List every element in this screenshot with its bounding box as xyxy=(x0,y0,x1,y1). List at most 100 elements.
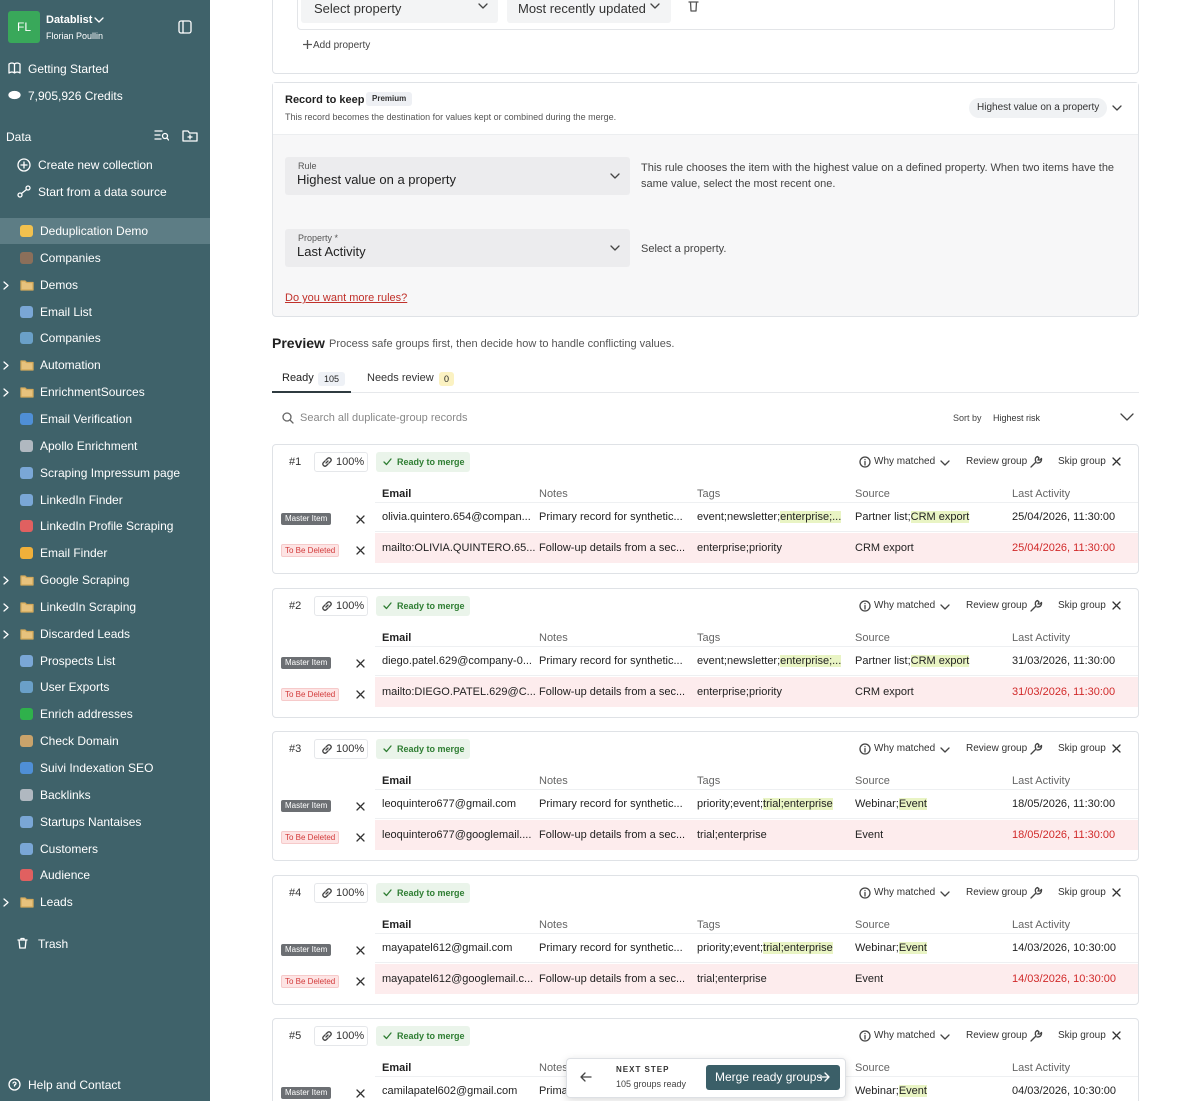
why-matched[interactable]: Why matched xyxy=(874,743,936,754)
strategy-pill[interactable]: Highest value on a property xyxy=(969,98,1108,118)
help-link[interactable]: Help and Contact xyxy=(28,1078,121,1092)
collection-link[interactable]: Suivi Indexation SEO xyxy=(40,761,154,775)
expand-chevron[interactable] xyxy=(3,388,9,397)
close-icon[interactable] xyxy=(356,1089,365,1098)
tab[interactable]: Needs review xyxy=(367,372,434,384)
rule-field[interactable] xyxy=(285,157,630,195)
search-list-icon[interactable] xyxy=(154,129,169,142)
collection-link[interactable]: User Exports xyxy=(40,680,110,695)
expand-chevron[interactable] xyxy=(3,898,9,907)
delete-icon[interactable] xyxy=(688,0,699,12)
collection-link[interactable]: Companies xyxy=(40,250,101,265)
close-icon[interactable] xyxy=(1112,1031,1121,1040)
property-select[interactable] xyxy=(301,0,498,23)
why-matched[interactable]: Why matched xyxy=(874,456,936,467)
tab[interactable]: Ready xyxy=(282,372,314,384)
close-icon[interactable] xyxy=(356,976,365,986)
expand-chevron[interactable] xyxy=(3,576,9,585)
collapse-icon[interactable] xyxy=(178,20,192,34)
column-header: Email xyxy=(382,488,412,500)
close-icon[interactable] xyxy=(356,515,365,524)
review-group[interactable]: Review group xyxy=(966,599,1028,611)
skip-group[interactable]: Skip group xyxy=(1058,743,1106,754)
skip-group[interactable]: Skip group xyxy=(1058,456,1106,467)
sort-chevron[interactable] xyxy=(1120,413,1134,422)
collection-link[interactable]: Discarded Leads xyxy=(40,626,131,641)
collection-link[interactable]: Audience xyxy=(40,868,91,883)
last-activity-cell: 18/05/2026, 11:30:00 xyxy=(1012,829,1116,841)
collection-link[interactable]: Customers xyxy=(40,841,99,856)
add-property-link[interactable]: Add property xyxy=(313,40,371,51)
expand-chevron[interactable] xyxy=(3,603,9,612)
collection-link[interactable]: Automation xyxy=(40,358,101,373)
back-arrow[interactable] xyxy=(580,1072,592,1082)
expand-chevron[interactable] xyxy=(3,361,9,370)
close-icon[interactable] xyxy=(1112,600,1121,610)
close-icon[interactable] xyxy=(356,802,365,811)
collection-link[interactable]: Startups Nantaises xyxy=(40,814,142,829)
search-list-icon-part xyxy=(166,137,169,141)
close-icon[interactable] xyxy=(356,546,365,555)
action-link[interactable]: Create new collection xyxy=(38,158,153,172)
review-group[interactable]: Review group xyxy=(966,743,1028,754)
collection-link[interactable]: Deduplication Demo xyxy=(40,224,149,238)
source-cell: Webinar;Event xyxy=(855,1083,927,1099)
close-icon[interactable] xyxy=(356,658,365,668)
collection-link[interactable]: Prospects List xyxy=(40,653,116,668)
nav-link[interactable]: 7,905,926 Credits xyxy=(28,89,123,103)
close-icon[interactable] xyxy=(356,689,365,699)
close-icon[interactable] xyxy=(356,833,365,842)
collection-link[interactable]: Apollo Enrichment xyxy=(40,438,138,453)
close-icon[interactable] xyxy=(356,945,365,955)
collection-link[interactable]: Email Finder xyxy=(40,546,108,561)
column-header: Email xyxy=(382,775,412,787)
chevron-down-part xyxy=(940,1034,950,1040)
collection-link[interactable]: EnrichmentSources xyxy=(40,385,145,400)
nav-link[interactable]: Getting Started xyxy=(28,62,109,76)
why-matched[interactable]: Why matched xyxy=(874,886,936,898)
wrench-icon xyxy=(1030,1029,1043,1042)
merge-button[interactable] xyxy=(706,1065,840,1090)
collection-link[interactable]: Enrich addresses xyxy=(40,707,133,722)
collection-link[interactable]: Check Domain xyxy=(40,734,119,749)
action-link[interactable]: Start from a data source xyxy=(38,185,167,199)
link-icon-part xyxy=(322,600,332,611)
collection-link[interactable]: Leads xyxy=(40,895,73,910)
review-group[interactable]: Review group xyxy=(966,886,1028,898)
collection-link[interactable]: Email List xyxy=(40,304,93,319)
collection-link[interactable]: LinkedIn Finder xyxy=(40,492,123,507)
collection-link[interactable]: LinkedIn Profile Scraping xyxy=(40,519,174,534)
collection-link[interactable]: Demos xyxy=(40,277,79,292)
why-matched[interactable]: Why matched xyxy=(874,1030,936,1041)
expand-chevron[interactable] xyxy=(3,630,9,639)
collection-link[interactable]: Email Verification xyxy=(40,411,133,426)
expand-chevron[interactable] xyxy=(3,281,9,290)
collection-link[interactable]: LinkedIn Scraping xyxy=(40,599,137,614)
close-icon[interactable] xyxy=(1112,887,1121,897)
review-group[interactable]: Review group xyxy=(966,1030,1028,1041)
collection-link[interactable]: Backlinks xyxy=(40,787,91,802)
credits-icon-part xyxy=(8,90,21,100)
email-cell: camilapatel602@gmail.com xyxy=(382,1085,518,1097)
trash-link[interactable]: Trash xyxy=(38,937,69,951)
sort-value[interactable]: Highest risk xyxy=(993,413,1041,423)
property-field[interactable] xyxy=(285,229,630,267)
review-group[interactable]: Review group xyxy=(966,456,1028,467)
collection-link[interactable]: Scraping Impressum page xyxy=(40,465,181,480)
close-icon[interactable] xyxy=(1112,744,1121,753)
skip-group[interactable]: Skip group xyxy=(1058,1030,1106,1041)
why-matched[interactable]: Why matched xyxy=(874,599,936,611)
more-rules-link[interactable]: Do you want more rules? xyxy=(285,292,408,304)
skip-group[interactable]: Skip group xyxy=(1058,599,1106,611)
collection-link[interactable]: Google Scraping xyxy=(40,573,130,588)
folder-icon xyxy=(20,280,34,291)
search-input[interactable]: Search all duplicate-group records xyxy=(300,412,468,424)
new-folder-icon[interactable] xyxy=(182,128,198,142)
order-select[interactable] xyxy=(507,0,671,23)
workspace-name[interactable]: Datablist xyxy=(46,14,93,26)
collection-link[interactable]: Companies xyxy=(40,331,101,346)
skip-group[interactable]: Skip group xyxy=(1058,886,1106,898)
notes-cell: Follow-up details from a sec... xyxy=(539,829,686,841)
close-icon[interactable] xyxy=(1112,457,1121,466)
folder-icon-part xyxy=(20,602,34,613)
